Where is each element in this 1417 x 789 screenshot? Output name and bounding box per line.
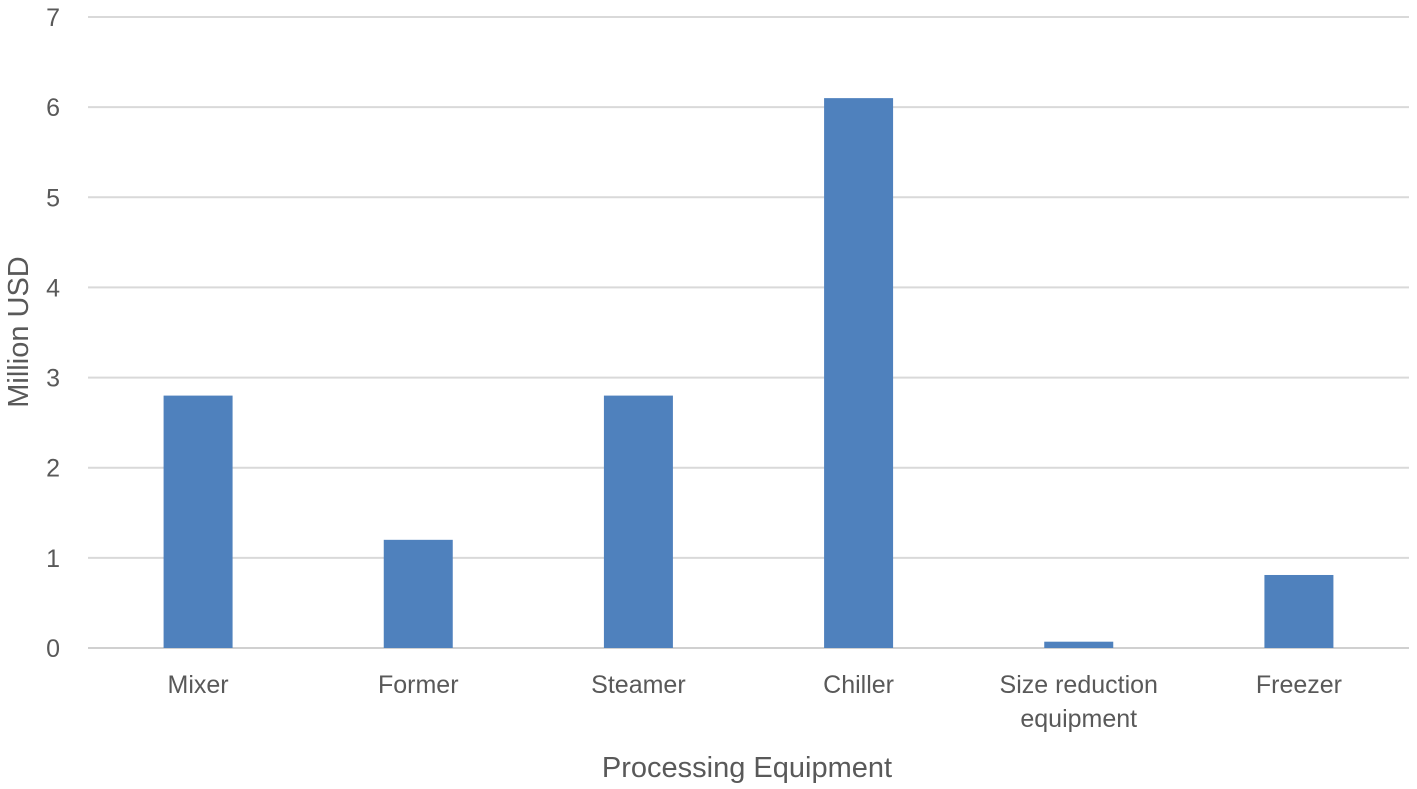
bar [1044, 641, 1114, 648]
bars [163, 98, 1334, 649]
y-tick-label: 7 [46, 4, 60, 32]
x-tick-label: Steamer [591, 671, 685, 699]
x-tick-label: Size reduction equipment [1000, 671, 1158, 733]
x-tick-label: Chiller [823, 671, 894, 699]
x-tick-label: Mixer [168, 671, 229, 699]
y-tick-label: 3 [46, 365, 60, 393]
y-tick-label: 5 [46, 184, 60, 212]
x-tick-label: Freezer [1256, 671, 1342, 699]
y-axis-ticks: 0 1 2 3 4 5 6 7 [46, 4, 60, 663]
bar [824, 98, 894, 649]
y-tick-label: 0 [46, 635, 60, 663]
bar [383, 539, 453, 648]
bar [1264, 574, 1334, 648]
y-axis-title: Million USD [3, 256, 35, 407]
bar [163, 395, 233, 648]
x-axis-title: Processing Equipment [602, 752, 892, 784]
bar [603, 395, 673, 648]
y-tick-label: 6 [46, 94, 60, 122]
gridlines [88, 16, 1409, 649]
y-tick-label: 2 [46, 455, 60, 483]
y-tick-label: 1 [46, 545, 60, 573]
x-axis-ticks: Mixer Former Steamer Chiller Size reduction e… [168, 671, 1342, 733]
y-tick-label: 4 [46, 274, 60, 302]
x-tick-label: Former [378, 671, 459, 699]
